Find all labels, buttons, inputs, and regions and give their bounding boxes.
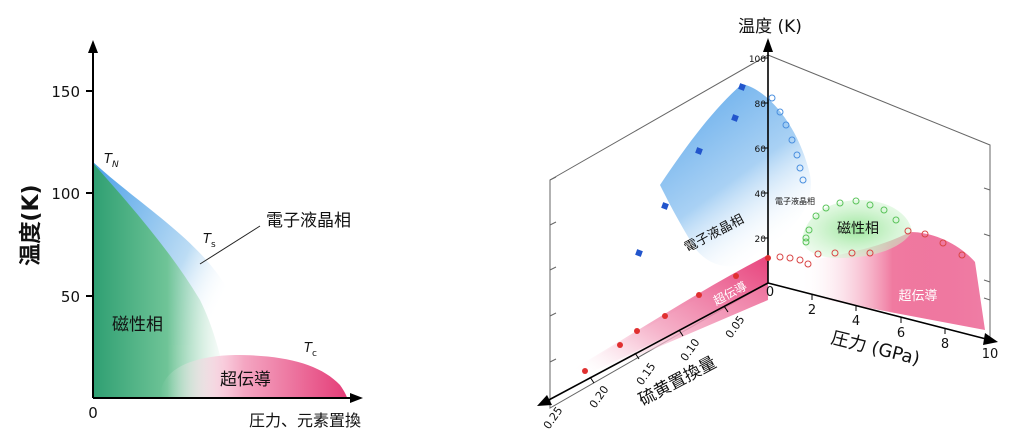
s-tick-020: 0.20 xyxy=(587,383,612,411)
magnetic-region-3d xyxy=(802,200,912,258)
right-wall-ticks xyxy=(983,187,991,301)
origin-tick-0: 0 xyxy=(766,285,774,300)
s-tick-025: 0.25 xyxy=(541,404,566,432)
x-tick-0: 0 xyxy=(88,404,98,422)
sc-phase-label-right-3d: 超伝導 xyxy=(898,289,937,304)
t-tick-40: 40 xyxy=(755,190,767,200)
p-tick-4: 4 xyxy=(852,314,860,329)
magnetic-markers xyxy=(802,197,900,246)
sulfur-tick-marks xyxy=(589,305,729,384)
nematic-phase-label-small-3d: 電子液晶相 xyxy=(775,196,815,206)
y-tick-50: 50 xyxy=(61,288,80,306)
t-tick-80: 80 xyxy=(755,100,767,110)
y-axis-arrow xyxy=(88,40,98,53)
nematic-leader-line xyxy=(199,225,261,265)
tc-label: Tc xyxy=(304,341,317,359)
nematic-region-3d xyxy=(660,84,811,267)
p-tick-10: 10 xyxy=(982,347,999,362)
tn-label: TN xyxy=(104,152,119,170)
left-wall-ticks xyxy=(549,176,557,363)
nematic-markers xyxy=(635,83,746,257)
left-x-axis-label: 圧力、元素置換 xyxy=(249,411,361,430)
p-tick-8: 8 xyxy=(941,337,949,352)
pressure-tick-marks xyxy=(811,294,946,334)
temperature-axis-arrow xyxy=(763,38,773,52)
y-tick-100: 100 xyxy=(51,185,80,203)
sulfur-axis-arrow xyxy=(537,395,552,406)
left-y-axis-label: 温度(K) xyxy=(18,184,44,265)
p-tick-2: 2 xyxy=(808,303,816,318)
superconducting-sulfur-markers xyxy=(582,255,771,374)
magnetic-phase-label-3d: 磁性相 xyxy=(837,221,879,237)
t-tick-100: 100 xyxy=(749,55,766,65)
superconducting-region xyxy=(160,355,347,398)
nematic-pressure-markers xyxy=(768,94,807,184)
y-tick-150: 150 xyxy=(51,83,80,101)
magnetic-phase-label: 磁性相 xyxy=(112,315,163,335)
superconducting-pressure-markers xyxy=(776,227,966,268)
pressure-axis-arrow xyxy=(983,333,998,345)
temperature-axis-label: 温度 (K) xyxy=(738,17,802,37)
p-tick-6: 6 xyxy=(897,326,905,341)
x-axis-arrow xyxy=(350,393,363,403)
pressure-axis xyxy=(767,282,991,341)
right-3d-phase-diagram: 100 80 60 40 20 0 2 4 6 8 10 0.05 0.10 0… xyxy=(537,17,998,432)
magnetic-region xyxy=(93,163,228,398)
superconducting-band-left-3d xyxy=(590,258,768,372)
t-tick-20: 20 xyxy=(755,235,767,245)
temperature-ticks xyxy=(762,57,768,239)
t-tick-60: 60 xyxy=(755,145,767,155)
ts-label: Ts xyxy=(203,232,216,250)
superconducting-phase-label: 超伝導 xyxy=(220,370,271,390)
sulfur-axis xyxy=(544,282,769,403)
left-phase-diagram: 150 100 50 0 温度(K) 圧力、元素置換 TN Ts 電子液晶相 T… xyxy=(18,40,363,430)
pressure-axis-label: 圧力 (GPa) xyxy=(829,327,922,369)
nematic-phase-label: 電子液晶相 xyxy=(266,211,351,231)
